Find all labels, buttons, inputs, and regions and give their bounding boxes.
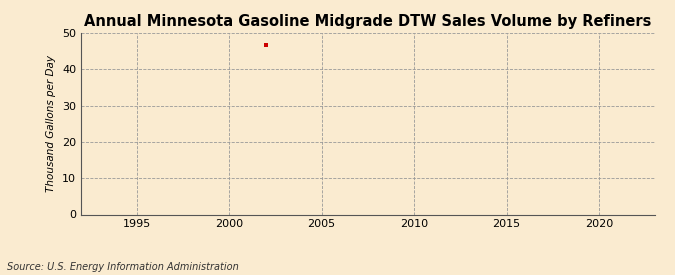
Text: Source: U.S. Energy Information Administration: Source: U.S. Energy Information Administ… xyxy=(7,262,238,272)
Y-axis label: Thousand Gallons per Day: Thousand Gallons per Day xyxy=(47,55,57,192)
Title: Annual Minnesota Gasoline Midgrade DTW Sales Volume by Refiners: Annual Minnesota Gasoline Midgrade DTW S… xyxy=(84,14,651,29)
